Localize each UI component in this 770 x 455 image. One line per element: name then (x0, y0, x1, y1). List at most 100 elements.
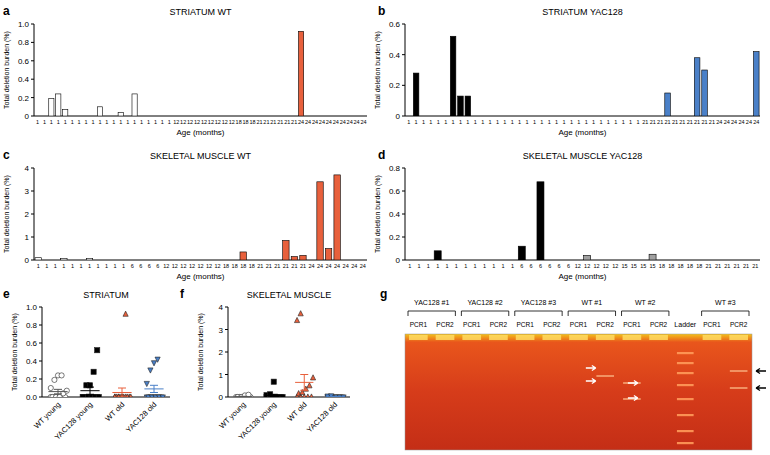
x-axis (34, 116, 367, 117)
group-label: YAC128 #1 (414, 299, 449, 306)
bar (360, 260, 366, 261)
x-tick-label: 12 (575, 263, 581, 269)
bar (35, 116, 40, 117)
bar (509, 116, 515, 117)
x-tick-label: 1 (614, 119, 617, 125)
y-tick (31, 97, 34, 98)
bar (487, 116, 493, 117)
x-tick-label: 18 (696, 263, 702, 269)
x-tick-label: 12 (180, 119, 186, 125)
x-tick-label: 12 (173, 119, 179, 125)
bar (97, 107, 102, 116)
x-axis (405, 260, 760, 261)
x-tick-label: 1 (79, 263, 82, 269)
well (462, 335, 481, 340)
bar (76, 116, 81, 117)
bar (668, 260, 675, 261)
x-tick-label: 1 (592, 119, 595, 125)
well (703, 335, 722, 340)
ladder-band (677, 430, 694, 432)
y-tick-label: 0.2 (26, 375, 38, 384)
y-tick (402, 24, 405, 25)
bar (554, 116, 560, 117)
bar (450, 36, 456, 116)
ladder-band (677, 362, 694, 364)
x-tick-label: 21 (679, 119, 685, 125)
x-tick-label: 18 (249, 119, 255, 125)
x-tick-label: 18 (243, 119, 249, 125)
bar (120, 260, 126, 261)
x-tick-label: 1 (114, 263, 117, 269)
x-tick-label: 21 (300, 263, 306, 269)
x-tick-label: 24 (360, 263, 366, 269)
bar (630, 260, 637, 261)
x-tick-label: 21 (277, 119, 283, 125)
bar (153, 116, 158, 117)
x-tick-label: 1 (415, 119, 418, 125)
bar (264, 116, 269, 117)
bar (436, 116, 442, 117)
bar (709, 116, 715, 117)
error-bar-cap (118, 397, 126, 398)
y-tick (402, 54, 405, 55)
x-tick-label: 15 (650, 263, 656, 269)
x-tick-label: WT young (32, 400, 62, 430)
x-tick-label: 1 (492, 263, 495, 269)
bar (257, 116, 262, 117)
bar (201, 116, 206, 117)
error-bar-cap (118, 388, 126, 389)
x-tick-label: YAC128 old (124, 400, 158, 434)
x-tick-label: 24 (308, 263, 314, 269)
bar (125, 116, 130, 117)
group-bracket (515, 311, 562, 316)
x-tick-label: 21 (263, 119, 269, 125)
lane-label: PCR1 (623, 321, 641, 328)
bar (342, 260, 348, 261)
bar (285, 116, 290, 117)
bar (180, 260, 186, 261)
point (96, 394, 101, 397)
x-tick-label: WT young (217, 400, 247, 430)
bar (229, 116, 234, 117)
error-bar (239, 396, 247, 397)
bar (83, 116, 88, 117)
x-tick-label: 1 (636, 119, 639, 125)
bar (428, 116, 434, 117)
panel-label: a (3, 4, 10, 18)
bar (640, 260, 647, 261)
x-tick-label: 1 (464, 263, 467, 269)
x-tick-label: 24 (731, 119, 737, 125)
x-tick-label: 1 (97, 263, 100, 269)
y-tick (31, 237, 34, 238)
bar (231, 260, 237, 261)
point (128, 394, 133, 397)
x-tick-label: 24 (340, 119, 346, 125)
x-tick-label: 6 (520, 263, 523, 269)
bar (340, 116, 345, 117)
bar (139, 116, 144, 117)
x-tick-label: 18 (236, 119, 242, 125)
y-tick-label: 0 (25, 112, 30, 121)
bar (458, 96, 464, 116)
x-tick-label: 21 (657, 119, 663, 125)
lane-label: PCR2 (730, 321, 748, 328)
lane-label: Ladder (674, 321, 696, 328)
bars (434, 182, 656, 260)
y-tick (402, 237, 405, 238)
x-tick-label: 1 (422, 119, 425, 125)
y-tick-label: 0 (396, 256, 401, 265)
x-tick-label: 1 (126, 119, 129, 125)
arrow (756, 369, 766, 374)
bar (598, 116, 604, 117)
bar (495, 116, 501, 117)
bar (583, 116, 589, 117)
x-axis-label: Age (months) (558, 272, 606, 281)
y-tick-label: 0.6 (26, 339, 38, 348)
y-axis (42, 307, 43, 397)
gel-band (730, 387, 748, 389)
group-bracket (408, 311, 455, 316)
y-tick (402, 260, 405, 261)
error-bar-cap (300, 390, 308, 391)
point (80, 394, 85, 397)
error-bar-cap (86, 394, 94, 395)
